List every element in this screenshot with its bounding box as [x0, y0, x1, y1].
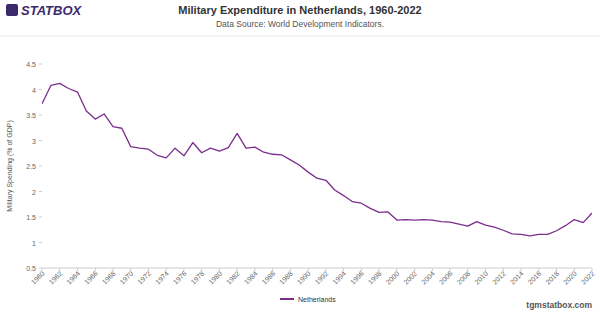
- x-tick-label: 1978: [189, 270, 205, 286]
- y-tick-label: 3: [32, 138, 36, 145]
- logo: STATBOX: [21, 3, 83, 18]
- x-axis: [42, 268, 592, 269]
- x-tick-label: 2006: [438, 270, 454, 286]
- x-tick-label: 1974: [154, 270, 170, 286]
- header-rule: [0, 36, 600, 37]
- x-tick-label: 1964: [65, 270, 81, 286]
- x-tick-label: 2012: [491, 270, 507, 286]
- y-tick: [39, 115, 42, 116]
- x-tick-label: 2010: [473, 270, 489, 286]
- x-tick-label: 1982: [225, 270, 241, 286]
- x-tick-label: 2000: [385, 270, 401, 286]
- y-tick-label: 1.5: [26, 214, 36, 221]
- y-tick-label: 0.5: [26, 265, 36, 272]
- y-axis-label: Military Spending (% of GDP): [6, 120, 14, 211]
- y-tick: [39, 166, 42, 167]
- x-tick-label: 1998: [367, 270, 383, 286]
- y-tick-label: 2.5: [26, 163, 36, 170]
- x-tick-label: 2020: [562, 270, 578, 286]
- subtitle: Data Source: World Development Indicator…: [216, 19, 384, 29]
- y-tick-label: 2: [32, 189, 36, 196]
- y-tick-label: 4: [32, 87, 36, 94]
- y-tick-label: 1: [32, 240, 36, 247]
- x-tick-label: 1962: [47, 270, 63, 286]
- x-tick-label: 2002: [402, 270, 418, 286]
- x-tick-label: 1972: [136, 270, 152, 286]
- logo-icon: [6, 4, 18, 16]
- background: [0, 0, 600, 314]
- x-tick-label: 2016: [527, 270, 543, 286]
- y-tick-label: 4.5: [26, 61, 36, 68]
- y-tick: [39, 64, 42, 65]
- x-tick-label: 2022: [580, 270, 596, 286]
- x-tick-label: 2018: [544, 270, 560, 286]
- footer: tgmstatbox.com: [526, 300, 592, 310]
- legend-swatch: [280, 298, 294, 300]
- title: Military Expenditure in Netherlands, 196…: [178, 4, 421, 16]
- y-tick: [39, 89, 42, 90]
- x-tick-label: 2004: [420, 270, 436, 286]
- plot-area: [42, 83, 592, 235]
- chart: STATBOX Military Expenditure in Netherlan…: [0, 0, 600, 314]
- x-tick-label: 1960: [30, 270, 46, 286]
- x-tick-label: 1966: [83, 270, 99, 286]
- x-tick-label: 1968: [101, 270, 117, 286]
- x-tick-label: 1994: [331, 270, 347, 286]
- y-tick: [39, 242, 42, 243]
- y-tick-label: 3.5: [26, 112, 36, 119]
- x-tick-label: 1996: [349, 270, 365, 286]
- series-line: [42, 83, 592, 235]
- x-tick-label: 1970: [118, 270, 134, 286]
- legend-label: Netherlands: [298, 296, 336, 303]
- y-tick: [39, 217, 42, 218]
- x-tick-label: 1980: [207, 270, 223, 286]
- x-tick-label: 2008: [456, 270, 472, 286]
- x-tick-label: 1984: [243, 270, 259, 286]
- x-tick-label: 1976: [172, 270, 188, 286]
- x-tick-label: 1988: [278, 270, 294, 286]
- x-tick-label: 1986: [260, 270, 276, 286]
- x-tick-label: 1992: [314, 270, 330, 286]
- x-tick-label: 1990: [296, 270, 312, 286]
- y-tick: [39, 191, 42, 192]
- y-tick: [39, 140, 42, 141]
- x-tick-label: 2014: [509, 270, 525, 286]
